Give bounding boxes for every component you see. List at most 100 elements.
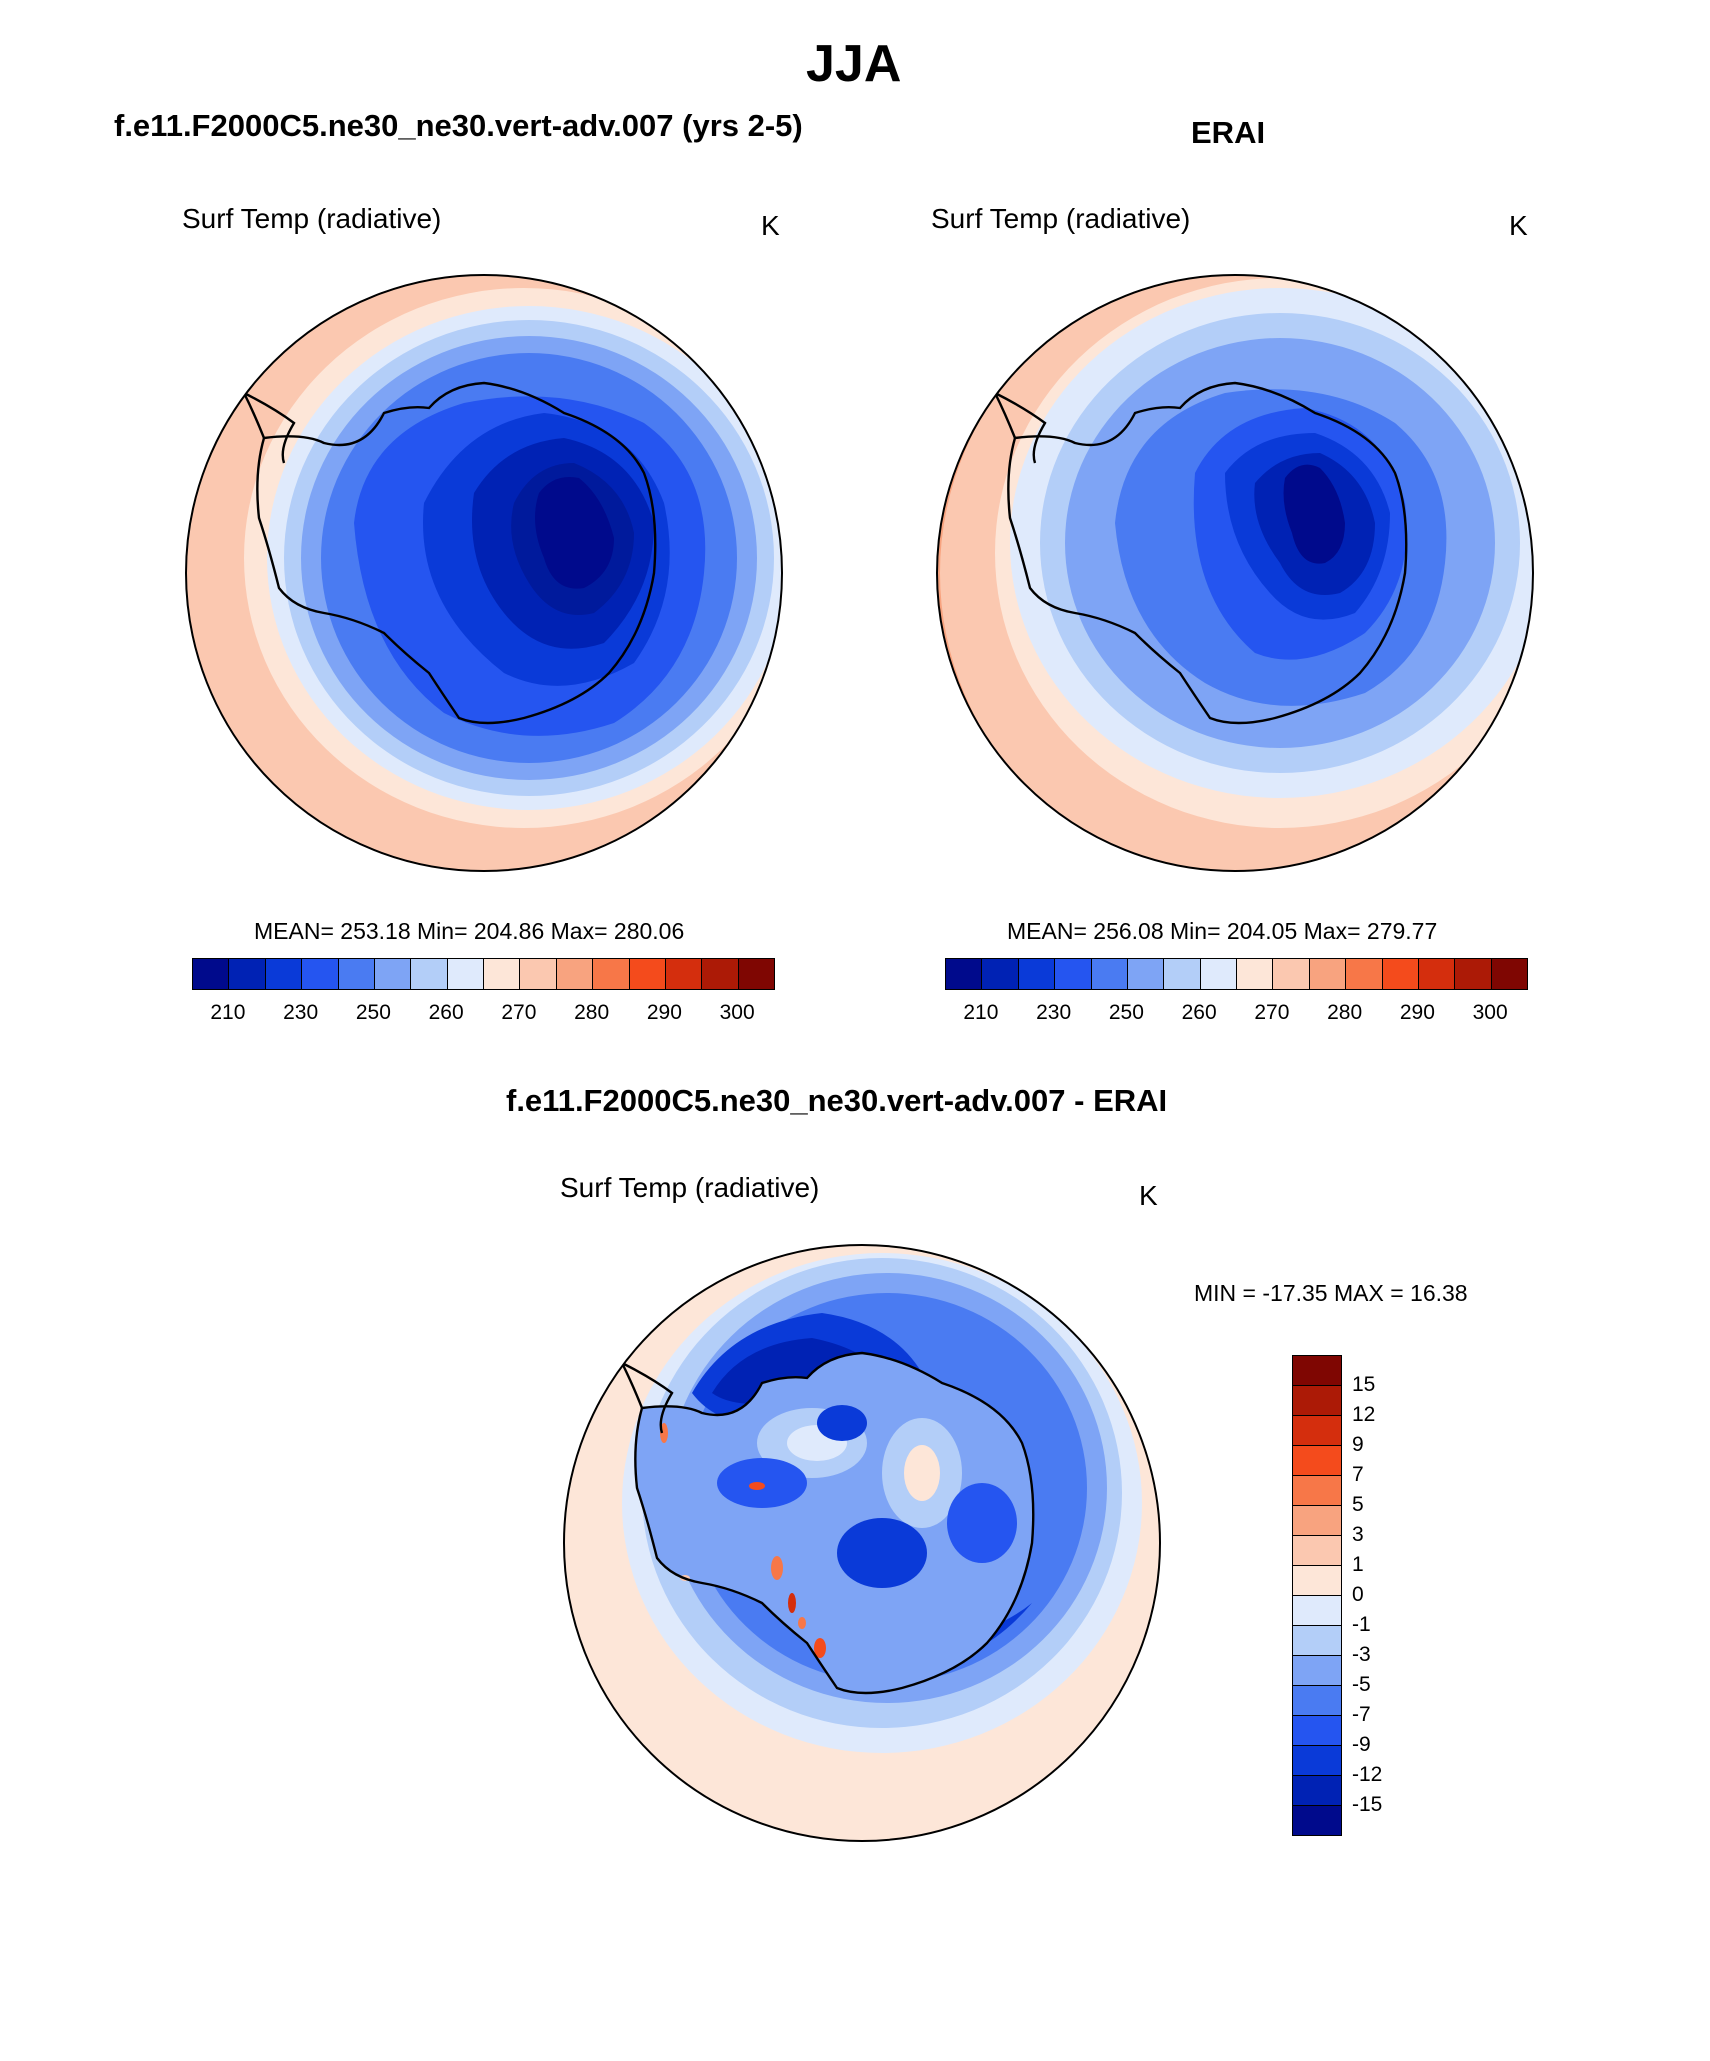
diff-colorbar-tick-label: -15 xyxy=(1352,1793,1383,1816)
panel-1-colorbar-tick-label: 290 xyxy=(646,1001,682,1024)
panel-1-colorbar-tick-label: 210 xyxy=(210,1001,246,1024)
panel-2-polar-map xyxy=(936,274,1534,872)
diff-colorbar-box xyxy=(1292,1445,1342,1476)
diff-colorbar-tick-label: -12 xyxy=(1352,1763,1383,1786)
panel-2-colorbar-box xyxy=(1199,958,1237,990)
diff-panel-units-label: K xyxy=(1139,1180,1158,1211)
panel-1-colorbar-box xyxy=(446,958,484,990)
panel-2-colorbar-box xyxy=(1490,958,1528,990)
diff-colorbar-box xyxy=(1292,1475,1342,1506)
diff-colorbar-box xyxy=(1292,1715,1342,1746)
coastline xyxy=(256,381,657,725)
coastline xyxy=(634,1351,1035,1695)
warm-spot-2 xyxy=(771,1556,783,1580)
panel-2-colorbar-tick-label: 280 xyxy=(1327,1001,1363,1024)
diff-colorbar-box xyxy=(1292,1685,1342,1716)
panel-1-colorbar-tick-label: 270 xyxy=(501,1001,537,1024)
panel-2-colorbar-tick-label: 260 xyxy=(1181,1001,1217,1024)
panel-2-colorbar-tick-label: 300 xyxy=(1472,1001,1508,1024)
diff-colorbar-tick-label: -5 xyxy=(1352,1673,1371,1696)
warm-spot-7 xyxy=(574,1377,580,1389)
diff-colorbar-box xyxy=(1292,1625,1342,1656)
diff-colorbar-tick-label: 0 xyxy=(1352,1583,1364,1606)
diff-colorbar-box xyxy=(1292,1775,1342,1806)
panel-2-colorbar-tick-label: 230 xyxy=(1036,1001,1072,1024)
panel-2-colorbar-box xyxy=(981,958,1019,990)
panel-1-title: f.e11.F2000C5.ne30_ne30.vert-adv.007 (yr… xyxy=(114,108,803,143)
diff-colorbar-tick-label: 15 xyxy=(1352,1373,1376,1396)
coastline xyxy=(1007,381,1408,725)
panel-2-colorbar-box xyxy=(1017,958,1056,990)
panel-2-colorbar-box xyxy=(1417,958,1456,990)
panel-2-colorbar-box xyxy=(1454,958,1492,990)
panel-1-colorbar-box xyxy=(373,958,412,990)
diff-colorbar-box xyxy=(1292,1655,1342,1686)
panel-2-colorbar-tick-label: 270 xyxy=(1254,1001,1290,1024)
panel-1-colorbar-box xyxy=(228,958,266,990)
diff-colorbar-box xyxy=(1292,1745,1342,1776)
panel-2-colorbar-box xyxy=(1236,958,1274,990)
panel-1-colorbar-box xyxy=(664,958,703,990)
panel-1-units-label: K xyxy=(761,210,780,241)
map-band-210 xyxy=(1283,464,1345,564)
diff-colorbar-box xyxy=(1292,1505,1342,1536)
panel-1-colorbar-box xyxy=(519,958,557,990)
panel-1-stats: MEAN= 253.18 Min= 204.86 Max= 280.06 xyxy=(254,918,685,944)
panel-2-colorbar-box xyxy=(1090,958,1128,990)
diff-colorbar xyxy=(1292,1355,1342,1836)
diff-colorbar-tick-label: 12 xyxy=(1352,1403,1376,1426)
panel-1-colorbar-box xyxy=(555,958,594,990)
diff-panel-polar-map xyxy=(563,1244,1161,1842)
diff-colorbar-box xyxy=(1292,1595,1342,1626)
panel-1-colorbar-box xyxy=(264,958,303,990)
diff-colorbar-box xyxy=(1292,1415,1342,1446)
panel-2-colorbar-box xyxy=(1345,958,1383,990)
warm-spot-1 xyxy=(749,1482,765,1490)
diff-colorbar-box xyxy=(1292,1565,1342,1596)
diff-colorbar-tick-label: -9 xyxy=(1352,1733,1371,1756)
panel-1-colorbar-box xyxy=(701,958,739,990)
diff-panel-variable-label: Surf Temp (radiative) xyxy=(560,1172,820,1203)
interior-patch-neg1-b xyxy=(904,1445,940,1501)
diff-colorbar-tick-label: -3 xyxy=(1352,1643,1371,1666)
panel-2-units-label: K xyxy=(1509,210,1528,241)
panel-1-colorbar xyxy=(192,958,775,990)
panel-1-colorbar-box xyxy=(628,958,666,990)
figure-title: JJA xyxy=(806,35,902,93)
panel-1-colorbar-box xyxy=(737,958,775,990)
panel-1-colorbar-box xyxy=(483,958,521,990)
panel-2-stats: MEAN= 256.08 Min= 204.05 Max= 279.77 xyxy=(1007,918,1438,944)
diff-panel-stats: MIN = -17.35 MAX = 16.38 xyxy=(1194,1280,1468,1306)
warm-spot-5 xyxy=(798,1617,806,1629)
diff-colorbar-box xyxy=(1292,1385,1342,1416)
panel-2-title: ERAI xyxy=(1191,115,1266,150)
diff-colorbar-tick-label: 1 xyxy=(1352,1553,1364,1576)
panel-2-colorbar-box xyxy=(1272,958,1310,990)
warm-spot-4 xyxy=(814,1638,826,1658)
diff-colorbar-tick-label: 3 xyxy=(1352,1523,1364,1546)
panel-2-colorbar-box xyxy=(1163,958,1201,990)
diff-colorbar-ticks: 15 12 9 7 5 3 1 0 -1 -3 -5 -7 -9 -12 -15 xyxy=(1352,1355,1412,1835)
interior-patch-neg9-b xyxy=(947,1483,1017,1563)
diff-colorbar-tick-label: -1 xyxy=(1352,1613,1371,1636)
map-band-210 xyxy=(535,477,614,589)
panel-2-colorbar-box xyxy=(1308,958,1347,990)
panel-2-colorbar-box xyxy=(1381,958,1419,990)
panel-2-colorbar xyxy=(945,958,1528,990)
panel-1-colorbar-box xyxy=(410,958,448,990)
panel-1-colorbar-tick-label: 260 xyxy=(428,1001,464,1024)
panel-2-colorbar-box xyxy=(945,958,983,990)
panel-1-colorbar-tick-label: 230 xyxy=(283,1001,319,1024)
diff-colorbar-box xyxy=(1292,1535,1342,1566)
warm-spot-3 xyxy=(788,1593,796,1613)
diff-colorbar-box xyxy=(1292,1805,1342,1836)
diff-colorbar-tick-label: 5 xyxy=(1352,1493,1364,1516)
interior-patch-neg12 xyxy=(837,1518,927,1588)
panel-1-colorbar-box xyxy=(337,958,375,990)
panel-1-variable-label: Surf Temp (radiative) xyxy=(182,203,442,234)
panel-2-variable-label: Surf Temp (radiative) xyxy=(931,203,1191,234)
panel-1-colorbar-box xyxy=(301,958,339,990)
panel-2-colorbar-tick-label: 290 xyxy=(1399,1001,1435,1024)
diff-colorbar-tick-label: 7 xyxy=(1352,1463,1364,1486)
diff-colorbar-box xyxy=(1292,1355,1342,1386)
